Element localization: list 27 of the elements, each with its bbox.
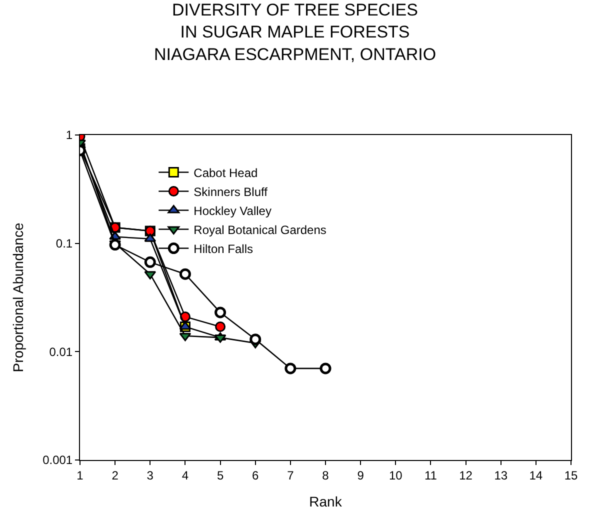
x-axis-title: Rank [309, 494, 343, 510]
legend-label: Royal Botanical Gardens [194, 222, 326, 237]
legend-label: Skinners Bluff [194, 184, 268, 199]
x-tick-label: 14 [529, 468, 543, 482]
x-tick-label: 9 [357, 468, 364, 482]
y-tick-label: 1 [66, 128, 73, 142]
x-tick-label: 2 [112, 468, 119, 482]
legend-label: Hilton Falls [194, 242, 254, 256]
x-tick-label: 4 [182, 468, 189, 482]
x-tick-label: 13 [494, 468, 508, 482]
x-tick-label: 10 [388, 468, 403, 482]
x-tick-label: 6 [252, 468, 260, 482]
y-tick-label: 0.001 [42, 453, 73, 468]
x-tick-label: 12 [459, 468, 473, 482]
x-tick-label: 1 [76, 468, 84, 482]
x-tick-label: 7 [287, 468, 294, 482]
x-tick-label: 5 [216, 468, 224, 482]
x-tick-label: 15 [564, 468, 578, 482]
x-tick-label: 11 [424, 468, 438, 482]
x-tick-label: 8 [322, 468, 330, 482]
y-axis-title: Proportional Abundance [10, 222, 26, 372]
chart-title: DIVERSITY OF TREE SPECIES IN SUGAR MAPLE FORESTS NIAGARA ESCARPMENT, ONTARIO [154, 0, 436, 64]
x-tick-label: 3 [146, 468, 154, 482]
y-tick-label: 0.01 [49, 344, 73, 359]
y-tick-label: 0.1 [56, 236, 73, 251]
legend-label: Hockley Valley [194, 204, 272, 218]
legend-label: Cabot Head [194, 166, 258, 180]
